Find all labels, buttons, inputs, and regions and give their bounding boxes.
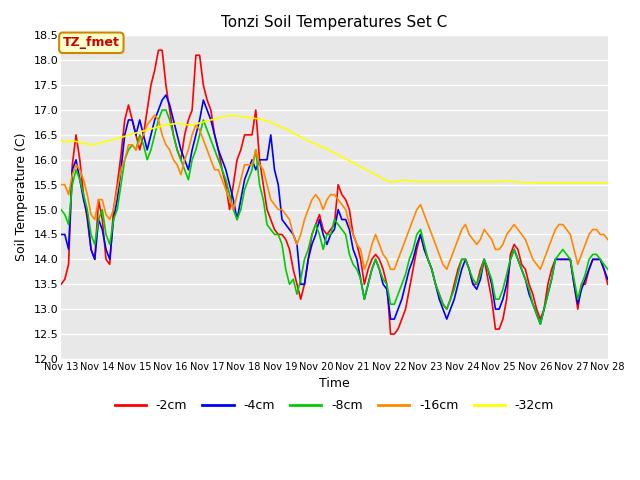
- Y-axis label: Soil Temperature (C): Soil Temperature (C): [15, 133, 28, 262]
- X-axis label: Time: Time: [319, 377, 350, 390]
- Title: Tonzi Soil Temperatures Set C: Tonzi Soil Temperatures Set C: [221, 15, 447, 30]
- Text: TZ_fmet: TZ_fmet: [63, 36, 120, 49]
- Legend: -2cm, -4cm, -8cm, -16cm, -32cm: -2cm, -4cm, -8cm, -16cm, -32cm: [109, 395, 559, 418]
